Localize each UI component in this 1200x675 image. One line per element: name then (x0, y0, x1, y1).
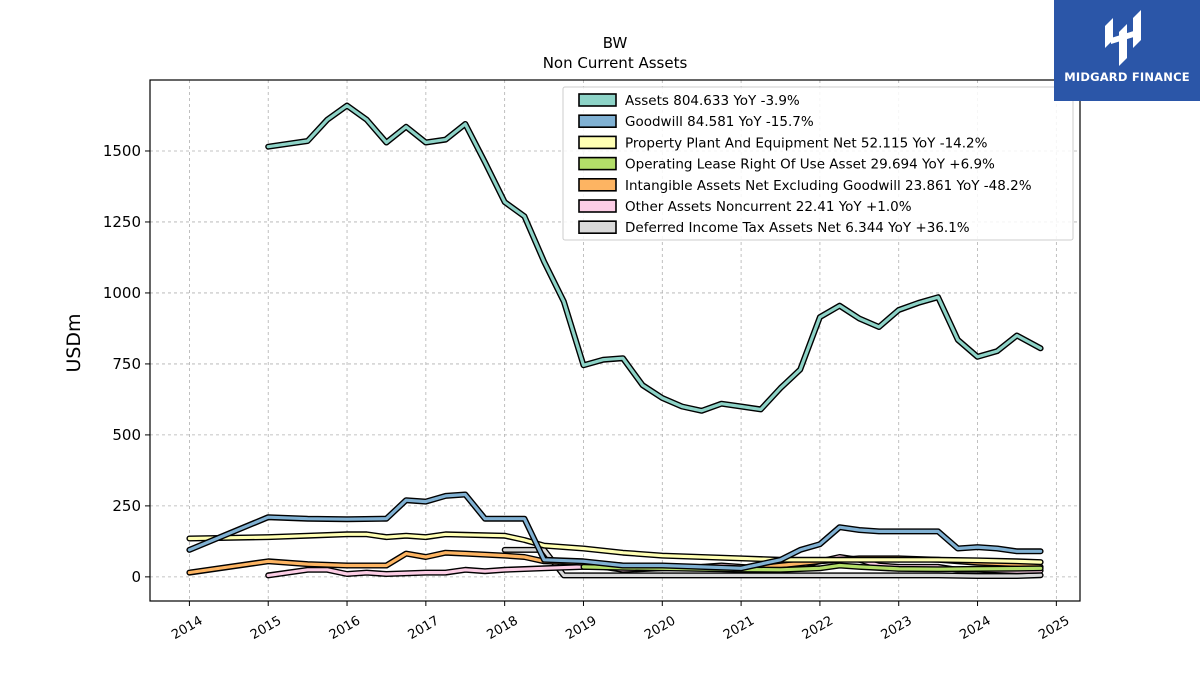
x-tick-label: 2020 (642, 613, 678, 643)
brand-logo-icon (1105, 10, 1141, 66)
x-tick-label: 2024 (957, 613, 993, 643)
legend-box (562, 86, 1074, 241)
legend: Assets 804.633 YoY -3.9% Goodwill 84.581 … (562, 86, 1074, 241)
chart-title: BW (603, 34, 628, 52)
y-tick-label: 250 (112, 497, 141, 515)
series-2 (186, 531, 1044, 566)
series-line (187, 532, 1043, 564)
y-tick-label: 1500 (103, 142, 141, 160)
series-line (266, 103, 1043, 413)
x-tick-label: 2019 (563, 613, 599, 643)
x-tick-label: 2017 (406, 613, 442, 643)
chart-subtitle: Non Current Assets (543, 54, 688, 72)
legend-swatch (578, 199, 617, 213)
x-tick-label: 2015 (248, 613, 284, 643)
y-axis-label: USDm (63, 313, 85, 372)
legend-label: Goodwill 84.581 YoY -15.7% (625, 114, 814, 130)
plot-frame (149, 79, 1081, 602)
y-tick-label: 750 (112, 355, 141, 373)
series-0 (265, 102, 1044, 414)
series-lines (186, 102, 1044, 579)
legend-swatch (578, 93, 617, 107)
legend-swatch (578, 178, 617, 192)
x-tick-label: 2016 (327, 613, 363, 643)
legend-label: Other Assets Noncurrent 22.41 YoY +1.0% (625, 199, 912, 215)
x-tick-label: 2023 (879, 613, 915, 643)
x-tick-label: 2025 (1036, 613, 1072, 643)
legend-swatch (578, 135, 617, 150)
series-1 (186, 491, 1044, 572)
series-line (503, 548, 1043, 578)
y-tick-label: 1250 (103, 213, 141, 231)
series-6 (501, 546, 1044, 579)
y-tick-label: 0 (131, 568, 141, 586)
legend-label: Property Plant And Equipment Net 52.115 … (625, 135, 988, 151)
legend-label: Intangible Assets Net Excluding Goodwill… (625, 178, 1032, 194)
x-tick-label: 2014 (169, 613, 205, 643)
legend-swatch (578, 114, 617, 128)
brand-logo: MIDGARD FINANCE (1054, 0, 1200, 101)
y-tick-label: 500 (112, 426, 141, 444)
legend-swatch (578, 220, 617, 234)
legend-label: Assets 804.633 YoY -3.9% (625, 93, 800, 109)
legend-label: Operating Lease Right Of Use Asset 29.69… (625, 157, 995, 173)
x-tick-label: 2021 (721, 613, 757, 643)
x-tick-label: 2018 (485, 613, 521, 643)
series-line (187, 492, 1043, 570)
x-tick-label: 2022 (800, 613, 836, 643)
y-tick-label: 1000 (103, 284, 141, 302)
legend-label: Deferred Income Tax Assets Net 6.344 YoY… (625, 220, 970, 236)
brand-name: MIDGARD FINANCE (1064, 70, 1190, 84)
legend-swatch (578, 156, 617, 171)
